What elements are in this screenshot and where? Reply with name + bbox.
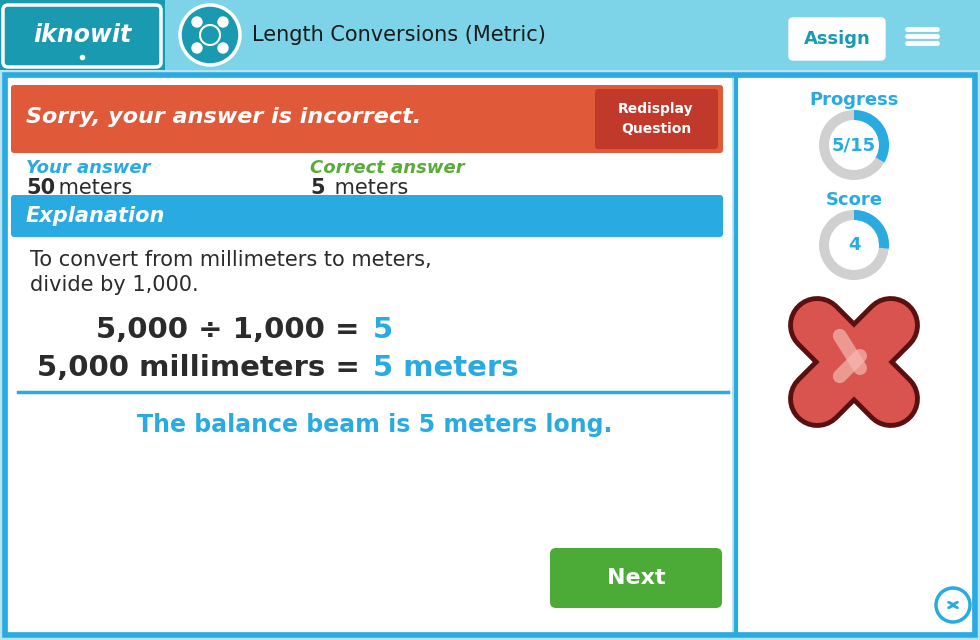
Text: 5,000 millimeters =: 5,000 millimeters = [37,354,370,382]
Text: Score: Score [825,191,883,209]
Circle shape [192,17,202,27]
FancyBboxPatch shape [550,548,722,608]
Text: Sorry, your answer is incorrect.: Sorry, your answer is incorrect. [26,107,421,127]
Text: meters: meters [328,178,409,198]
Wedge shape [819,210,889,280]
Text: Assign: Assign [804,30,870,48]
Text: 50: 50 [26,178,55,198]
FancyBboxPatch shape [0,0,165,70]
Text: Your answer: Your answer [26,159,151,177]
FancyBboxPatch shape [11,195,723,237]
Text: 5,000 ÷ 1,000 =: 5,000 ÷ 1,000 = [96,316,370,344]
Text: Length Conversions (Metric): Length Conversions (Metric) [252,25,546,45]
FancyBboxPatch shape [789,18,885,60]
Circle shape [218,43,228,53]
Circle shape [180,5,240,65]
Wedge shape [854,110,889,163]
Text: 5 meters: 5 meters [373,354,518,382]
Text: 5/15: 5/15 [832,136,876,154]
Text: iknowit: iknowit [33,23,131,47]
Text: meters: meters [52,178,132,198]
FancyBboxPatch shape [8,78,732,632]
Circle shape [218,17,228,27]
FancyBboxPatch shape [0,0,980,70]
Text: 5: 5 [373,316,393,344]
FancyBboxPatch shape [3,5,161,67]
Text: Correct answer: Correct answer [310,159,465,177]
FancyBboxPatch shape [11,85,723,153]
Text: Redisplay
Question: Redisplay Question [618,102,694,136]
Text: divide by 1,000.: divide by 1,000. [30,275,199,295]
Text: The balance beam is 5 meters long.: The balance beam is 5 meters long. [137,413,612,437]
Wedge shape [854,210,889,249]
FancyBboxPatch shape [738,78,972,632]
FancyBboxPatch shape [5,75,975,635]
Wedge shape [819,110,889,180]
Circle shape [192,43,202,53]
Text: 4: 4 [848,236,860,254]
Text: Explanation: Explanation [26,206,166,226]
Text: Next: Next [607,568,665,588]
Text: Progress: Progress [809,91,899,109]
Text: 5: 5 [310,178,324,198]
FancyBboxPatch shape [595,89,718,149]
Text: To convert from millimeters to meters,: To convert from millimeters to meters, [30,250,431,270]
